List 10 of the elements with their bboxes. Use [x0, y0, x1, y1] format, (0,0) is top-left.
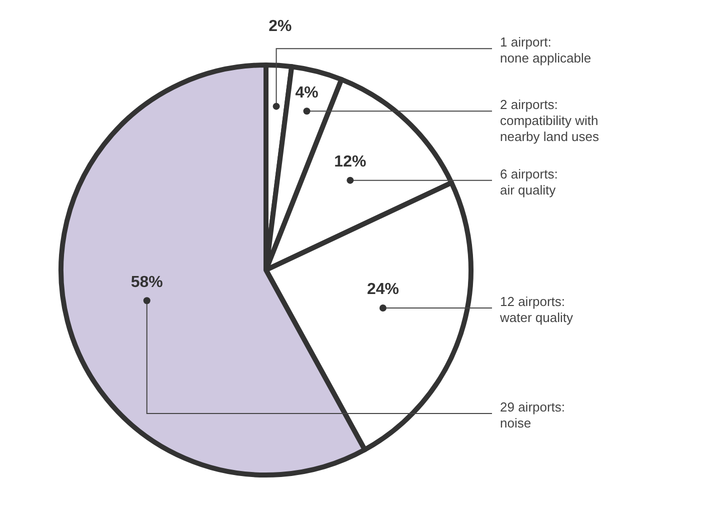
data-label: 58%	[130, 274, 163, 291]
data-label: 24%	[366, 281, 399, 298]
slice-label: 12 airports: water quality	[499, 294, 574, 326]
slice-label: 29 airports: noise	[500, 400, 566, 430]
slice-label: 2 airports: compatibility with nearby land uses	[500, 97, 600, 144]
data-label: 2%	[268, 18, 292, 35]
data-label: 4%	[295, 84, 318, 102]
data-label: 12%	[334, 154, 366, 171]
slice-label: 1 airport: none applicable	[500, 34, 592, 66]
slice-label: 6 airports: air quality	[500, 166, 558, 198]
